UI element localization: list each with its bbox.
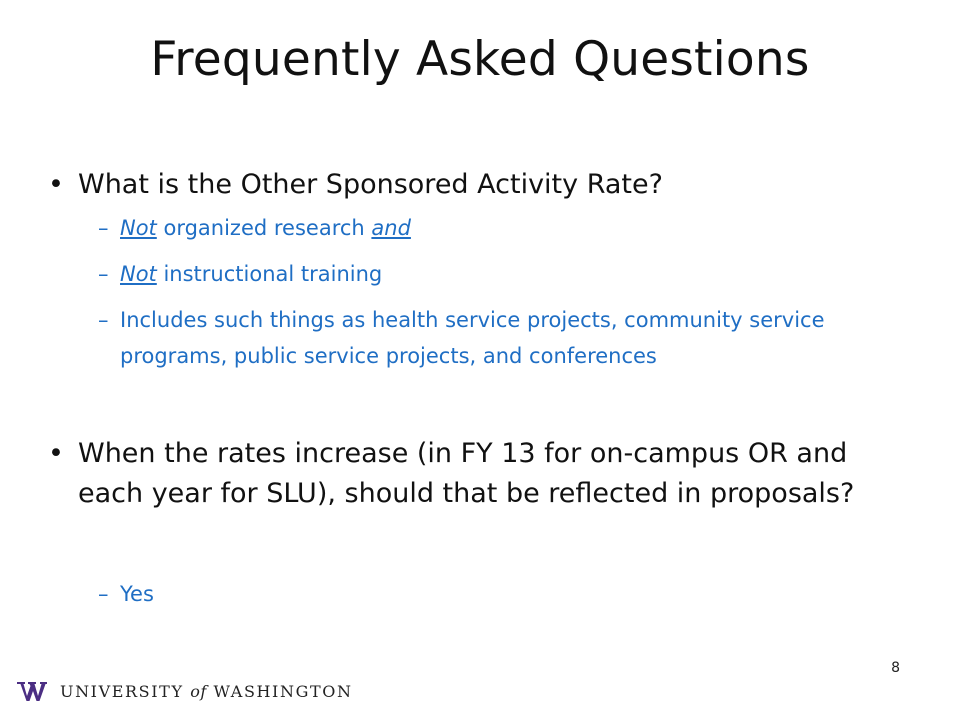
bullet-marker: • <box>48 169 64 200</box>
sub-bullet-text-part: instructional training <box>156 262 383 286</box>
bullet-marker: • <box>48 438 64 469</box>
bullet-text: When the rates increase (in FY 13 for on… <box>78 438 855 509</box>
university-wordmark: UNIVERSITY of WASHINGTON <box>60 682 353 701</box>
university-logo: UNIVERSITY of WASHINGTON <box>16 680 353 702</box>
sub-bullet-text: Not organized research and <box>120 210 880 246</box>
sub-bullet-marker: – <box>98 216 109 240</box>
sub-bullet-text: Yes <box>120 582 154 606</box>
emphasis-not: Not <box>120 216 157 240</box>
uw-w-logo-icon <box>17 682 47 701</box>
wordmark-of: of <box>190 681 207 701</box>
page-number: 8 <box>891 660 900 676</box>
sub-bullet-marker: – <box>98 308 109 332</box>
sub-bullet-marker: – <box>98 262 109 286</box>
sub-bullet-text-part: organized research <box>156 216 372 240</box>
emphasis-and: and <box>371 216 411 240</box>
bullet-text: What is the Other Sponsored Activity Rat… <box>78 169 663 200</box>
sub-bullet-text: Includes such things as health service p… <box>120 308 825 368</box>
emphasis-not: Not <box>120 262 157 286</box>
slide-title: Frequently Asked Questions <box>150 32 810 87</box>
sub-bullet-marker: – <box>98 582 109 606</box>
wordmark-part: WASHINGTON <box>206 681 353 701</box>
wordmark-part: UNIVERSITY <box>60 681 191 701</box>
sub-bullet-text: Not instructional training <box>120 256 880 292</box>
